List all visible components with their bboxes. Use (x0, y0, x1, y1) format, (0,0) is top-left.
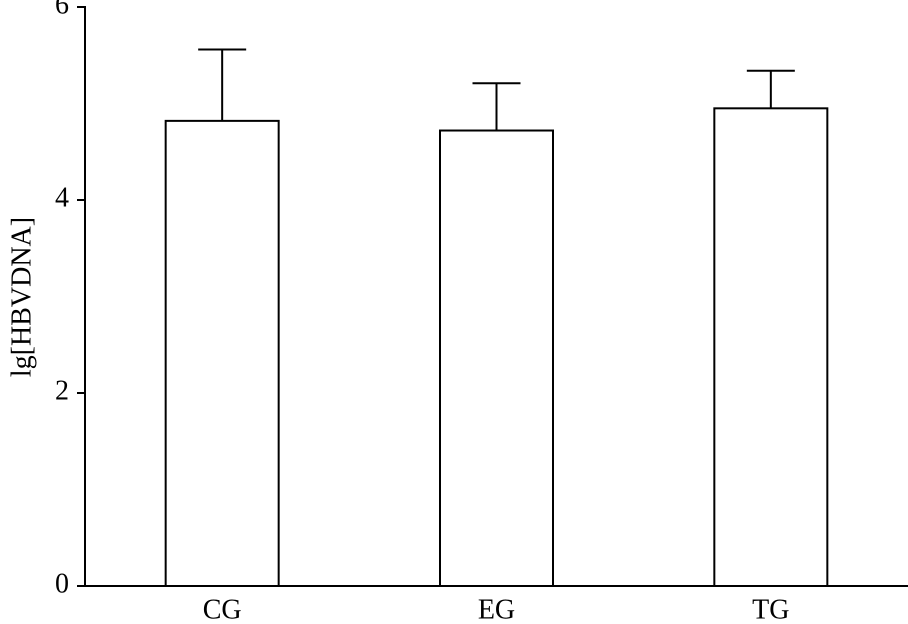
x-tick-label: TG (752, 594, 789, 624)
y-tick-label: 6 (55, 0, 69, 20)
x-tick-label: CG (203, 594, 242, 624)
y-tick-label: 0 (55, 568, 69, 599)
bar (164, 119, 280, 588)
bar (439, 129, 554, 588)
x-tick-label: EG (478, 594, 515, 624)
bar (713, 107, 829, 587)
y-tick-label: 2 (55, 375, 69, 406)
y-axis-label: lg[HBVDNA] (6, 217, 37, 377)
y-tick-label: 4 (55, 182, 69, 213)
